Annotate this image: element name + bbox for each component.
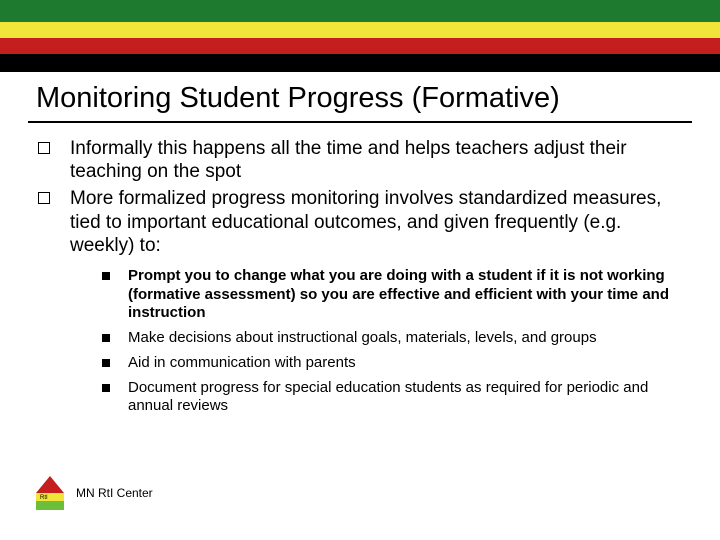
bullet-item-l1: More formalized progress monitoring invo… bbox=[36, 187, 690, 416]
header-bar bbox=[0, 22, 720, 38]
slide: Monitoring Student Progress (Formative) … bbox=[0, 0, 720, 540]
bullet-list-level2: Prompt you to change what you are doing … bbox=[100, 267, 690, 416]
logo-icon: RtI bbox=[36, 476, 64, 510]
bullet-item-l2: Document progress for special education … bbox=[100, 379, 690, 417]
bullet-list-level1: Informally this happens all the time and… bbox=[36, 137, 690, 416]
header-bar bbox=[0, 0, 720, 22]
slide-title: Monitoring Student Progress (Formative) bbox=[36, 82, 692, 115]
bullet-item-l2: Make decisions about instructional goals… bbox=[100, 329, 690, 348]
bullet-item-l2: Prompt you to change what you are doing … bbox=[100, 267, 690, 323]
logo-label: RtI bbox=[40, 495, 48, 501]
bullet-item-l1: Informally this happens all the time and… bbox=[36, 137, 690, 183]
header-bar bbox=[0, 54, 720, 72]
bullet-item-l2: Aid in communication with parents bbox=[100, 354, 690, 373]
footer-text: MN RtI Center bbox=[76, 486, 153, 500]
logo-top bbox=[36, 476, 64, 493]
footer: RtI MN RtI Center bbox=[36, 476, 153, 510]
content: Informally this happens all the time and… bbox=[0, 123, 720, 416]
logo-bottom bbox=[36, 501, 64, 510]
title-wrap: Monitoring Student Progress (Formative) bbox=[0, 72, 720, 119]
header-bars bbox=[0, 0, 720, 72]
header-bar bbox=[0, 38, 720, 54]
bullet-text: More formalized progress monitoring invo… bbox=[70, 188, 661, 255]
bullet-text: Informally this happens all the time and… bbox=[70, 138, 627, 182]
